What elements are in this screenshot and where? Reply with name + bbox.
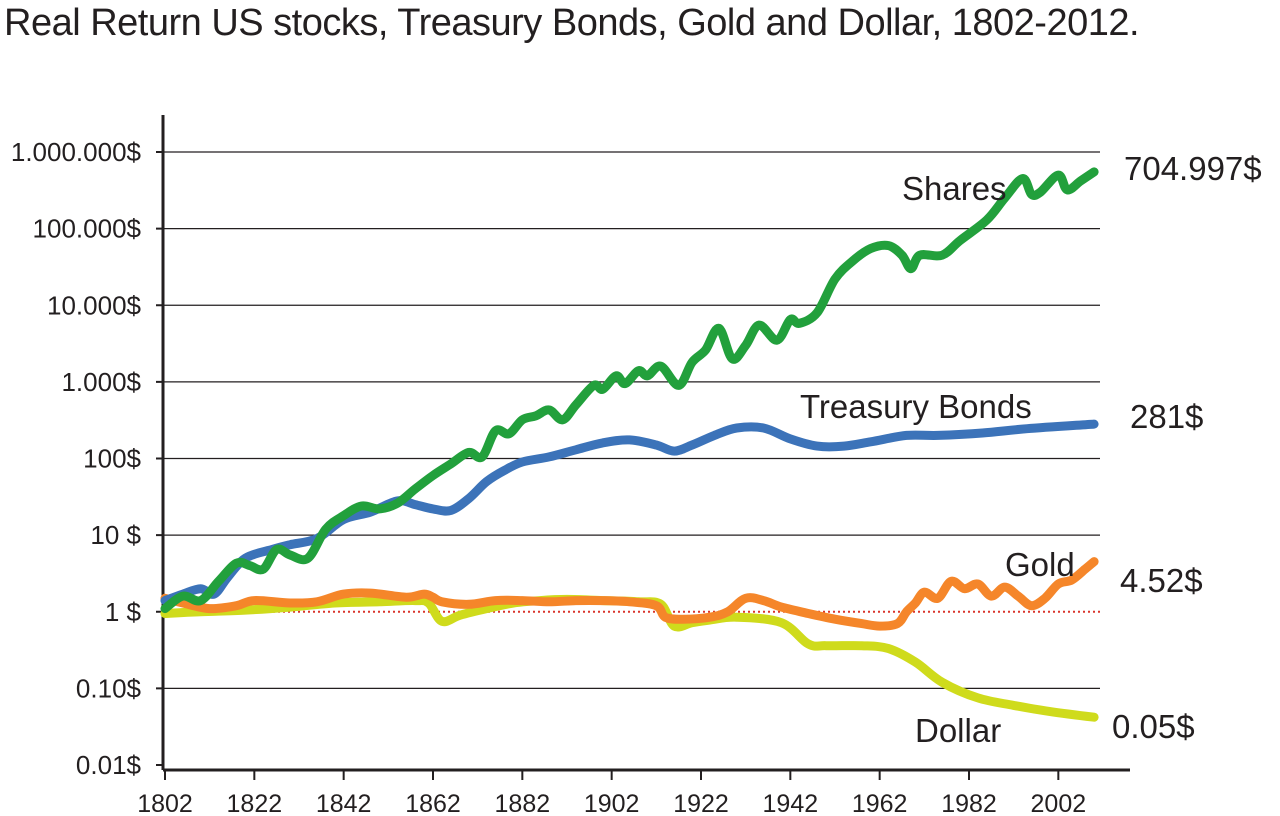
- y-tick-label-1: 1 $: [105, 597, 142, 627]
- x-tick-label-2002: 2002: [1031, 790, 1087, 816]
- series-lines: [160, 167, 1099, 722]
- y-tick-label-100: 100$: [83, 444, 141, 474]
- series-line-dollar: [160, 594, 1099, 722]
- series-end-value-gold: 4.52$: [1120, 562, 1203, 599]
- x-tick-label-1902: 1902: [584, 790, 640, 816]
- y-tick-label-0-10: 0.10$: [76, 673, 142, 703]
- series-end-value-shares: 704.997$: [1124, 150, 1262, 187]
- y-tick-label-1-000-000: 1.000.000$: [11, 137, 142, 167]
- series-labels: Shares 704.997$ Treasury Bonds 281$ Gold 4.52…: [800, 150, 1262, 749]
- x-tick-label-1842: 1842: [316, 790, 372, 816]
- series-name-label-shares: Shares: [902, 170, 1007, 207]
- x-tick-label-1862: 1862: [405, 790, 461, 816]
- x-tick-label-1802: 1802: [137, 790, 193, 816]
- series-line-shares: [160, 167, 1099, 614]
- chart-title: Real Return US stocks, Treasury Bonds, G…: [4, 2, 1140, 44]
- y-tick-label-10: 10 $: [90, 520, 141, 550]
- x-axis-ticks: 1802 1822 1842 1862 1882 1902 1922 1942 1962 1982…: [137, 770, 1086, 816]
- x-tick-label-1962: 1962: [852, 790, 908, 816]
- y-tick-label-10-000: 10.000$: [47, 290, 142, 320]
- series-line-treasury-bonds: [160, 419, 1099, 606]
- x-tick-label-1922: 1922: [673, 790, 729, 816]
- y-tick-label-0-01: 0.01$: [76, 750, 142, 780]
- y-tick-label-1-000: 1.000$: [61, 367, 141, 397]
- x-tick-label-1982: 1982: [941, 790, 997, 816]
- series-end-value-treasury-bonds: 281$: [1130, 398, 1203, 435]
- x-tick-label-1822: 1822: [227, 790, 283, 816]
- series-name-label-treasury-bonds: Treasury Bonds: [800, 388, 1032, 425]
- gridlines: [163, 151, 1100, 689]
- y-tick-label-100-000: 100.000$: [33, 214, 142, 244]
- x-tick-label-1942: 1942: [763, 790, 819, 816]
- series-name-label-gold: Gold: [1005, 546, 1075, 583]
- series-end-value-dollar: 0.05$: [1112, 708, 1195, 745]
- series-line-gold: [160, 557, 1099, 631]
- series-name-label-dollar: Dollar: [915, 712, 1001, 749]
- x-tick-label-1882: 1882: [495, 790, 551, 816]
- y-axis-ticks: 1.000.000$ 100.000$ 10.000$ 1.000$ 100$ 10 $ 1…: [11, 137, 163, 780]
